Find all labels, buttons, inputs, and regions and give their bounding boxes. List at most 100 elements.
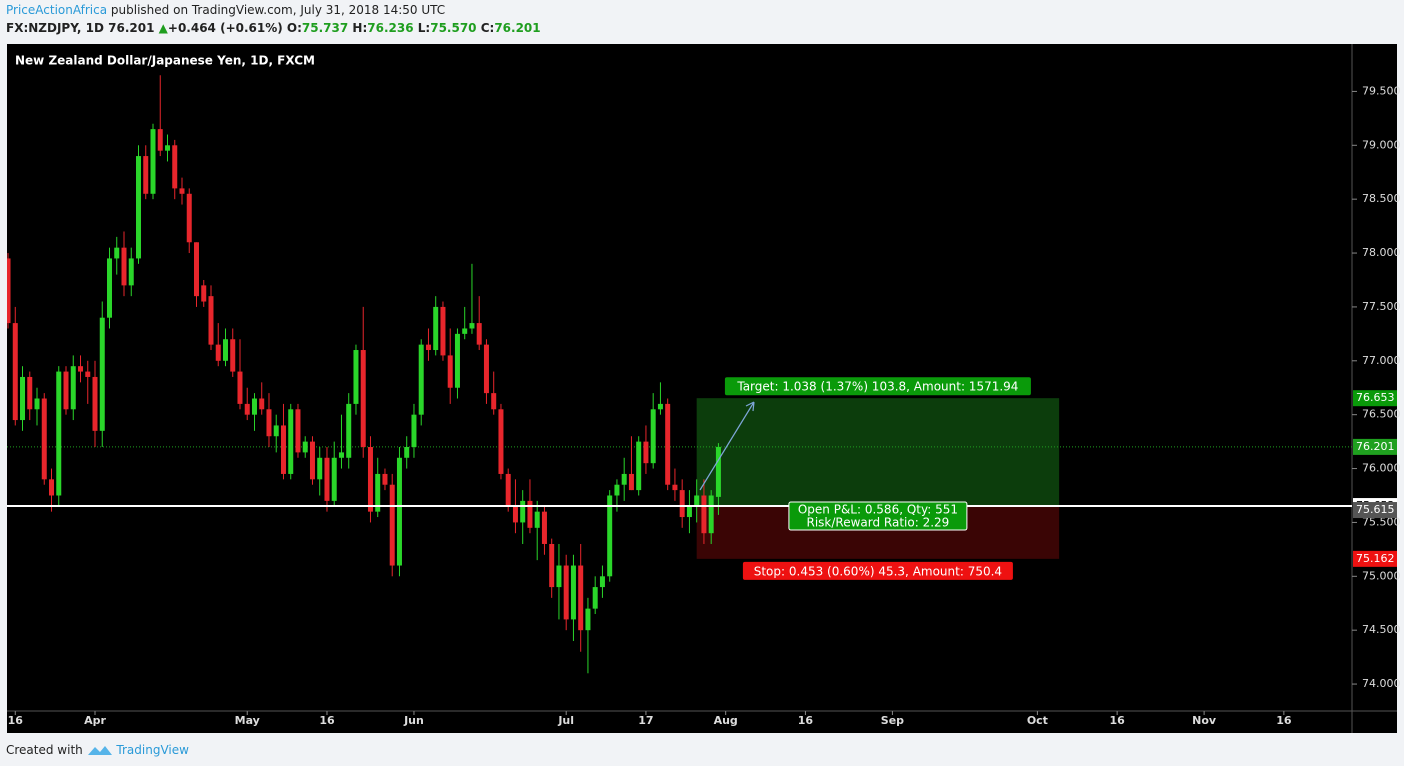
price-marker [1353, 390, 1397, 407]
candle-body [382, 473, 388, 485]
price-marker-label: 76.653 [1356, 391, 1395, 404]
candle-body [643, 441, 649, 464]
candle-body [440, 306, 446, 356]
candle-body [469, 323, 475, 329]
candle-body [447, 355, 453, 388]
published: published on TradingView.com, July 31, 2… [110, 3, 446, 17]
candle-body [462, 328, 468, 334]
candle-body [41, 398, 47, 480]
ohlc-value: 75.737 [301, 21, 349, 35]
x-tick-label: Jul [557, 714, 574, 727]
price-marker-label: 75.162 [1356, 552, 1395, 565]
target-label: Target: 1.038 (1.37%) 103.8, Amount: 157… [736, 380, 1018, 394]
x-tick-label: Apr [84, 714, 106, 727]
candle-body [570, 565, 576, 620]
candle-body [114, 247, 120, 259]
author[interactable]: PriceActionAfrica [6, 3, 108, 17]
candle-body [592, 587, 598, 609]
candle-body [686, 506, 692, 518]
x-tick-label: Nov [1192, 714, 1217, 727]
ohlc-label: C: [480, 21, 495, 35]
created: Created with [6, 743, 83, 757]
price-marker [1353, 550, 1397, 567]
candle-body [99, 317, 105, 431]
candle-body [483, 344, 489, 394]
candle-body [701, 495, 707, 534]
candle-body [85, 371, 91, 377]
candle-body [302, 441, 308, 453]
candle-body [317, 457, 323, 480]
candle-body [549, 543, 555, 588]
ohlc-value: 76.201 [494, 21, 541, 35]
x-tick-label: May [235, 714, 260, 727]
candle-body [578, 565, 584, 631]
candle-body [7, 258, 11, 324]
candle-body [295, 409, 301, 453]
candle-body [78, 366, 84, 372]
candle-body [454, 333, 460, 388]
brand[interactable]: TradingView [116, 743, 189, 757]
pnl-label: Open P&L: 0.586, Qty: 551 [798, 503, 958, 517]
candle-body [157, 129, 163, 151]
y-tick-label: 75.000 [1362, 569, 1401, 582]
candle-body [215, 344, 221, 361]
candle-body [230, 339, 236, 372]
x-tick-label: 16 [319, 714, 335, 727]
x-tick-label: 16 [1276, 714, 1292, 727]
candle-body [498, 409, 504, 474]
candle-body [418, 344, 424, 415]
x-tick-label: Sep [881, 714, 904, 727]
candle-body [433, 306, 439, 351]
footer: Created with TradingView [6, 740, 189, 757]
y-tick-label: 74.500 [1362, 623, 1401, 636]
chart-title: New Zealand Dollar/Japanese Yen, 1D, FXC… [15, 54, 315, 68]
candle-body [715, 446, 721, 497]
candle-body [143, 156, 149, 194]
candle-body [672, 484, 678, 491]
candle-body [56, 371, 62, 496]
stop-label-box [742, 561, 1013, 580]
candle-body [324, 457, 330, 501]
candle-body [375, 473, 381, 512]
candle-body [309, 441, 315, 480]
candle-body [34, 398, 40, 410]
symbol: FX:NZDJPY, 1D [6, 21, 104, 35]
candle-body [665, 403, 671, 485]
y-tick-label: 78.000 [1362, 246, 1401, 259]
candle-body [657, 403, 663, 410]
candle-body [251, 398, 257, 415]
candle-body [27, 376, 33, 410]
candle-body [411, 414, 417, 448]
ohlc-value: 76.236 [367, 21, 414, 35]
candle-body [614, 484, 620, 496]
candle-body [222, 339, 228, 361]
candle-body [708, 495, 714, 534]
x-tick-label: 17 [638, 714, 653, 727]
candle-body [476, 323, 482, 345]
rr-label: Risk/Reward Ratio: 2.29 [807, 516, 950, 530]
candle-body [607, 495, 613, 577]
plot [7, 75, 1352, 674]
logo [87, 746, 112, 755]
candle-body [128, 258, 134, 286]
candle-body [512, 506, 518, 523]
candle-body [244, 403, 250, 415]
candle-body [491, 393, 497, 410]
candle-body [259, 398, 265, 410]
candle-body [201, 285, 207, 302]
candle-body [237, 371, 243, 404]
candle-body [505, 473, 511, 507]
candle-body [346, 403, 352, 458]
candle-body [404, 447, 410, 458]
axes: 74.000 74.500 75.000 75.500 76.000 76.500 77.0… [8, 84, 1401, 727]
x-tick-label: Oct [1027, 714, 1048, 727]
price-marker-label: 76.201 [1356, 440, 1395, 453]
ohlc-label: L: [417, 21, 431, 35]
pnl-box [788, 501, 968, 531]
ohlc-label: O: [286, 21, 302, 35]
candle-body [353, 350, 359, 404]
candle-body [49, 479, 55, 496]
candle-body [389, 484, 395, 566]
candle-body [288, 409, 294, 474]
